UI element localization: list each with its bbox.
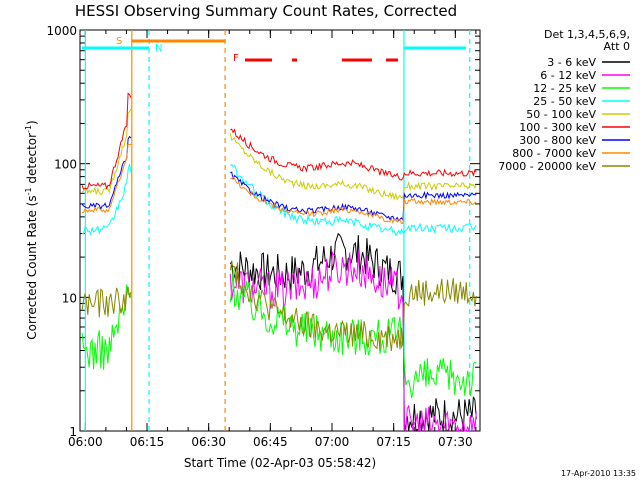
x-tick-label: 06:30 — [191, 435, 226, 449]
plot-frame — [79, 29, 481, 432]
x-tick-label: 06:45 — [253, 435, 288, 449]
x-axis-label: Start Time (02-Apr-03 05:58:42) — [184, 456, 376, 470]
x-tick-label: 07:00 — [315, 435, 350, 449]
legend-label: 12 - 25 keV — [533, 82, 596, 95]
series-line — [81, 269, 477, 399]
y-axis-label-text-mid: detector — [25, 133, 39, 188]
chart-title: HESSI Observing Summary Count Rates, Cor… — [75, 2, 457, 20]
series-line — [82, 143, 477, 224]
y-tick-label: 100 — [54, 158, 77, 172]
y-axis-label-exp-2: -1 — [24, 125, 33, 133]
y-tick-label: 1 — [69, 425, 77, 439]
x-tick-label: 06:00 — [68, 435, 103, 449]
legend-label: 100 - 300 keV — [519, 121, 596, 134]
legend-label: 300 - 800 keV — [519, 134, 596, 147]
flag-label-f: F — [233, 53, 239, 64]
plot-area: 06:00 06:15 06:30 06:45 07:00 07:15 07:30 1 10 10… — [46, 24, 481, 449]
series-line — [229, 232, 477, 433]
flag-label-s: S — [116, 36, 122, 47]
y-axis-label: Corrected Count Rate (s-1 detector-1) — [24, 120, 39, 339]
legend-label: 3 - 6 keV — [547, 56, 596, 69]
x-tick-label: 06:15 — [130, 435, 165, 449]
legend-label: 50 - 100 keV — [526, 108, 596, 121]
legend-label: 6 - 12 keV — [540, 69, 596, 82]
flag-markers: S N F — [82, 36, 466, 64]
y-axis-label-text: Corrected Count Rate (s — [25, 195, 39, 339]
flag-label-n: N — [155, 43, 162, 54]
legend-label: 7000 - 20000 keV — [498, 160, 596, 173]
series-line — [229, 250, 477, 433]
series-line — [81, 260, 477, 352]
y-axis-label-text-end: ) — [25, 120, 39, 125]
series-line — [81, 92, 477, 190]
x-tick-label: 07:30 — [438, 435, 473, 449]
legend-label: 25 - 50 keV — [533, 95, 596, 108]
footer-timestamp: 17-Apr-2010 13:35 — [561, 469, 636, 478]
x-tick-label: 07:15 — [376, 435, 411, 449]
y-tick-label: 1000 — [46, 24, 77, 38]
legend-header: Att 0 — [604, 40, 630, 53]
legend-label: 800 - 7000 keV — [512, 147, 596, 160]
legend-header: Det 1,3,4,5,6,9, — [544, 28, 630, 41]
series-line — [81, 163, 477, 237]
y-tick-label: 10 — [62, 291, 77, 305]
series-line — [81, 135, 477, 222]
y-axis-label-exp-1: -1 — [24, 187, 33, 195]
